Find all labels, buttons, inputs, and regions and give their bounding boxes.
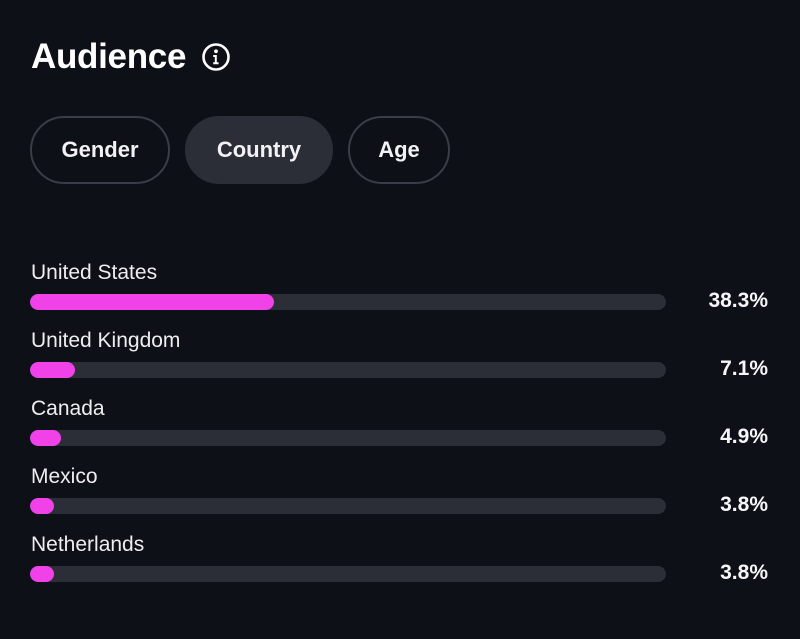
audience-tabs: Gender Country Age <box>30 116 450 184</box>
progress-bar-fill <box>30 362 76 378</box>
progress-bar-fill <box>30 498 55 514</box>
country-list: United States 38.3% United Kingdom 7.1% … <box>30 258 770 598</box>
tab-age[interactable]: Age <box>348 116 450 184</box>
country-name: Mexico <box>31 465 98 488</box>
country-percent: 3.8% <box>720 493 768 516</box>
tab-label: Country <box>216 137 302 162</box>
progress-bar-track <box>30 566 666 582</box>
country-row: United Kingdom 7.1% <box>30 326 770 394</box>
tab-gender[interactable]: Gender <box>30 116 170 184</box>
country-name: United States <box>31 261 158 284</box>
progress-bar-fill <box>30 294 274 310</box>
info-icon[interactable] <box>201 42 231 72</box>
progress-bar-track <box>30 362 666 378</box>
progress-bar-fill <box>30 430 62 446</box>
country-row: United States 38.3% <box>30 258 770 326</box>
progress-bar-track <box>30 294 666 310</box>
country-row: Canada 4.9% <box>30 394 770 462</box>
country-name: United Kingdom <box>31 329 181 352</box>
country-percent: 4.9% <box>720 425 768 448</box>
audience-header: Audience <box>31 34 231 80</box>
country-row: Mexico 3.8% <box>30 462 770 530</box>
country-percent: 7.1% <box>720 357 768 380</box>
tab-country[interactable]: Country <box>185 116 333 184</box>
progress-bar-track <box>30 498 666 514</box>
tab-label: Age <box>378 137 420 162</box>
progress-bar-track <box>30 430 666 446</box>
country-row: Netherlands 3.8% <box>30 530 770 598</box>
country-percent: 3.8% <box>720 561 768 584</box>
progress-bar-fill <box>30 566 55 582</box>
page-title: Audience <box>31 37 187 76</box>
country-name: Canada <box>31 397 105 420</box>
country-name: Netherlands <box>31 533 145 556</box>
country-percent: 38.3% <box>708 289 768 312</box>
tab-label: Gender <box>61 137 139 162</box>
